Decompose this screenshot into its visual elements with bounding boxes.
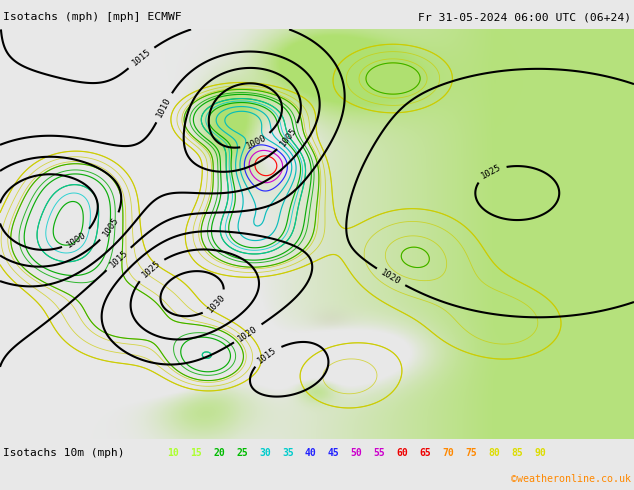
Text: 1015: 1015 <box>108 248 129 270</box>
Text: 1030: 1030 <box>206 293 227 315</box>
Text: 15: 15 <box>190 448 202 458</box>
Text: 1020: 1020 <box>236 324 259 343</box>
Text: 1000: 1000 <box>244 133 268 151</box>
Text: 1020: 1020 <box>379 268 403 287</box>
Text: 40: 40 <box>305 448 316 458</box>
Text: 20: 20 <box>213 448 225 458</box>
Text: 10: 10 <box>167 448 179 458</box>
Text: Fr 31-05-2024 06:00 UTC (06+24): Fr 31-05-2024 06:00 UTC (06+24) <box>418 12 631 22</box>
Text: Isotachs 10m (mph): Isotachs 10m (mph) <box>3 448 125 458</box>
Text: 45: 45 <box>328 448 340 458</box>
Text: 1005: 1005 <box>278 126 299 148</box>
Text: 1025: 1025 <box>140 259 162 280</box>
Text: 50: 50 <box>351 448 363 458</box>
Text: 75: 75 <box>465 448 477 458</box>
Text: 65: 65 <box>420 448 431 458</box>
Text: 1005: 1005 <box>101 216 120 238</box>
Text: 1025: 1025 <box>479 163 503 181</box>
Text: ©weatheronline.co.uk: ©weatheronline.co.uk <box>511 474 631 484</box>
Text: 35: 35 <box>282 448 294 458</box>
Text: 30: 30 <box>259 448 271 458</box>
Text: 55: 55 <box>373 448 385 458</box>
Text: Isotachs (mph) [mph] ECMWF: Isotachs (mph) [mph] ECMWF <box>3 12 182 22</box>
Text: 70: 70 <box>443 448 454 458</box>
Text: 80: 80 <box>488 448 500 458</box>
Text: 1015: 1015 <box>130 48 152 68</box>
Text: 25: 25 <box>236 448 248 458</box>
Text: 1010: 1010 <box>155 96 173 119</box>
Text: 1015: 1015 <box>256 345 278 365</box>
Text: 60: 60 <box>397 448 408 458</box>
Text: 1000: 1000 <box>65 230 88 249</box>
Text: 90: 90 <box>534 448 546 458</box>
Text: 85: 85 <box>511 448 523 458</box>
